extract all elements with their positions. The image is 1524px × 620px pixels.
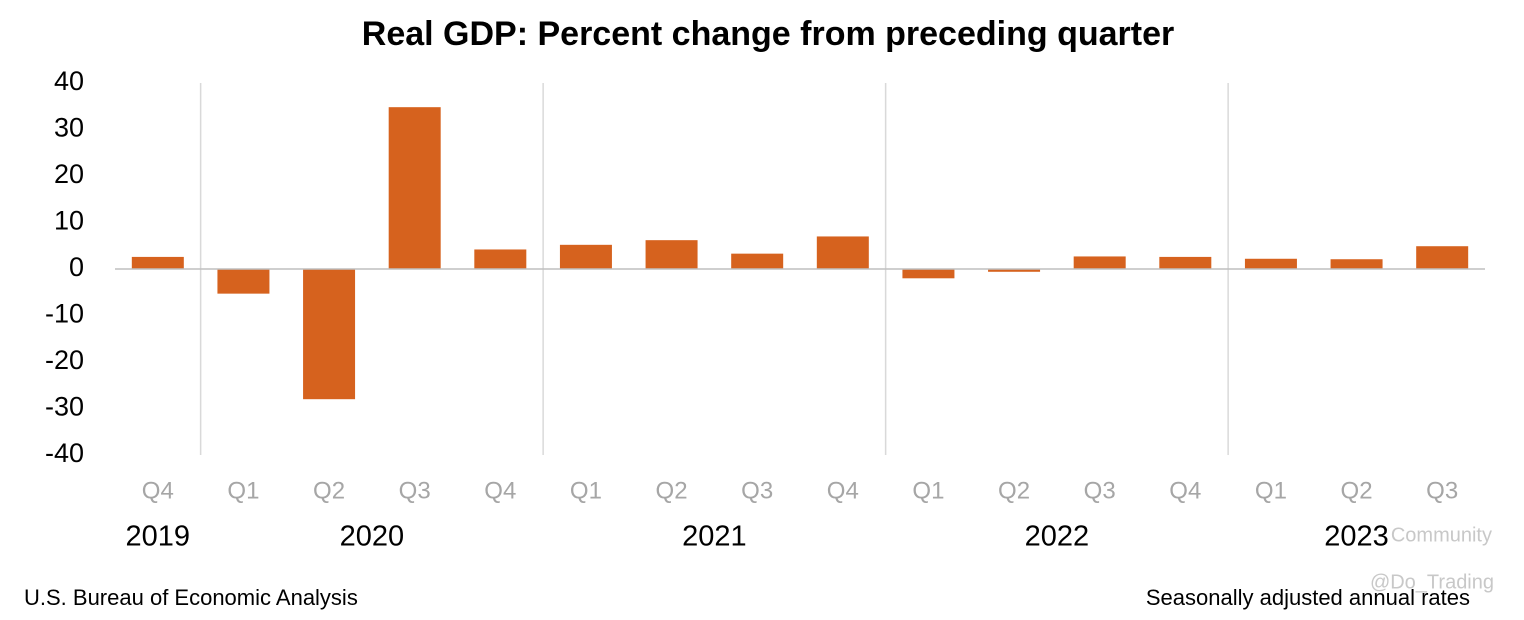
x-tick-label: Q3 bbox=[1084, 477, 1116, 504]
y-tick-label: -20 bbox=[45, 345, 84, 375]
bar bbox=[474, 249, 527, 269]
bar bbox=[559, 244, 612, 269]
source: U.S. Bureau of Economic Analysis bbox=[24, 585, 358, 610]
x-tick-label: Q4 bbox=[142, 477, 174, 504]
bar bbox=[303, 269, 356, 400]
bar bbox=[731, 253, 784, 269]
bar bbox=[388, 107, 441, 270]
x-tick-label: Q2 bbox=[313, 477, 345, 504]
chart-title: Real GDP: Percent change from preceding … bbox=[362, 15, 1174, 53]
bar bbox=[988, 269, 1041, 272]
x-tick-label: Q4 bbox=[1169, 477, 1201, 504]
x-tick-label: Q1 bbox=[912, 477, 944, 504]
x-tick-label: Q3 bbox=[1426, 477, 1458, 504]
bar bbox=[1073, 256, 1126, 269]
note: Seasonally adjusted annual rates bbox=[1146, 585, 1470, 610]
x-tick-label: Q3 bbox=[741, 477, 773, 504]
x-tick-label: Q2 bbox=[998, 477, 1030, 504]
y-tick-label: 40 bbox=[54, 66, 84, 96]
year-label: 2020 bbox=[340, 521, 405, 553]
x-tick-label: Q2 bbox=[656, 477, 688, 504]
bar bbox=[645, 240, 698, 269]
y-tick-label: 0 bbox=[69, 252, 84, 282]
x-tick-label: Q4 bbox=[827, 477, 859, 504]
bar bbox=[1244, 258, 1297, 269]
bar bbox=[902, 269, 955, 279]
year-label: 2021 bbox=[682, 521, 747, 553]
x-tick-label: Q4 bbox=[484, 477, 516, 504]
x-tick-label: Q1 bbox=[227, 477, 259, 504]
year-label: 2022 bbox=[1025, 521, 1090, 553]
x-tick-label: Q3 bbox=[399, 477, 431, 504]
y-tick-label: -40 bbox=[45, 438, 84, 468]
bar bbox=[131, 256, 184, 269]
bar bbox=[1416, 246, 1469, 269]
bar bbox=[816, 236, 869, 269]
year-label: 2023 bbox=[1324, 521, 1389, 553]
bar bbox=[1330, 259, 1383, 269]
watermark: Community bbox=[1391, 524, 1492, 546]
bar bbox=[1159, 256, 1212, 269]
y-tick-label: 30 bbox=[54, 113, 84, 143]
y-tick-label: -30 bbox=[45, 392, 84, 422]
year-label: 2019 bbox=[126, 521, 191, 553]
y-tick-label: 10 bbox=[54, 206, 84, 236]
y-tick-label: 20 bbox=[54, 159, 84, 189]
x-tick-label: Q1 bbox=[1255, 477, 1287, 504]
x-tick-label: Q2 bbox=[1341, 477, 1373, 504]
bar bbox=[217, 269, 270, 294]
x-tick-label: Q1 bbox=[570, 477, 602, 504]
watermark-handle: @Do_Trading bbox=[1370, 571, 1494, 593]
y-tick-label: -10 bbox=[45, 299, 84, 329]
